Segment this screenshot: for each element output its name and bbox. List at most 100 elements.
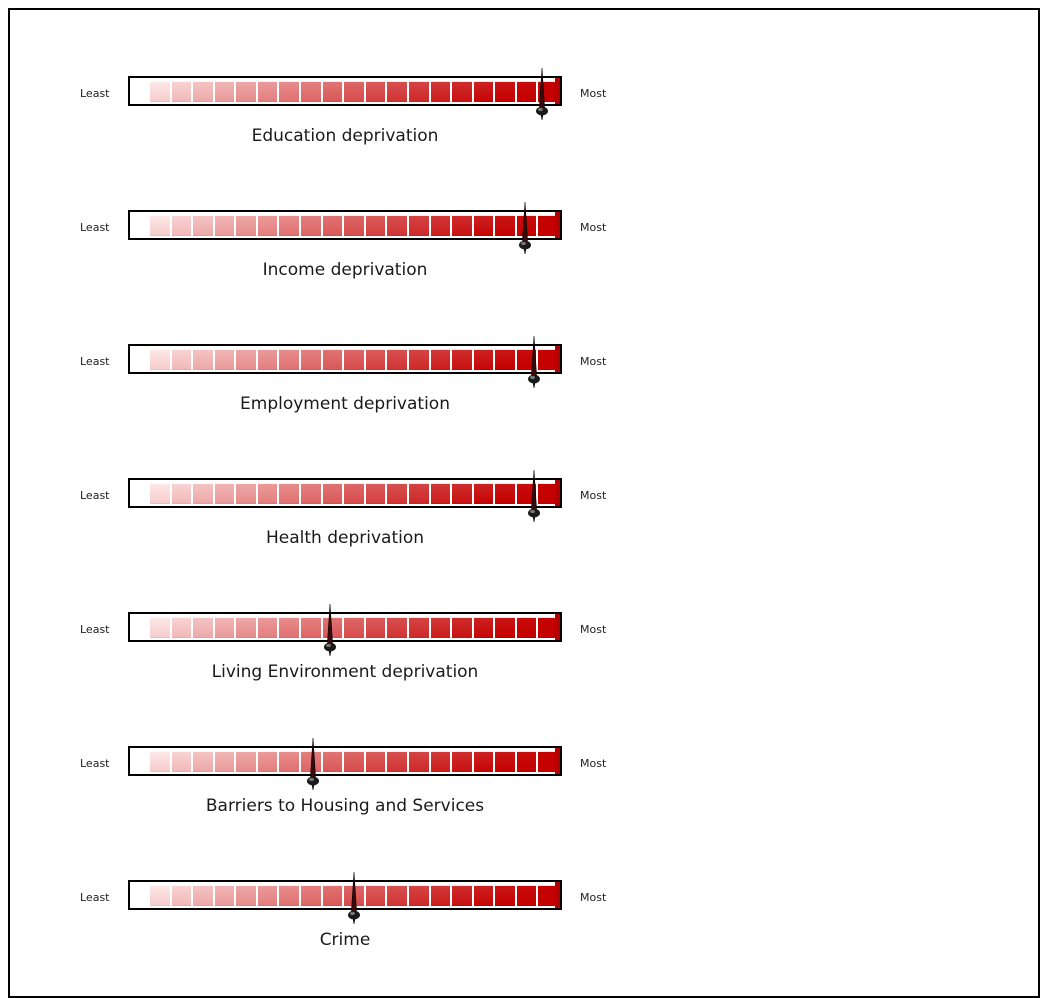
gauge-segment — [344, 215, 364, 236]
gauge-segment — [150, 751, 170, 772]
gauge-segment — [150, 483, 170, 504]
indicator-row: Least Most Living Environment deprivation — [10, 546, 710, 682]
gauge-segment — [301, 81, 321, 102]
most-label: Most — [580, 757, 607, 770]
deprivation-gauge-bar — [128, 344, 562, 374]
gauge-needle-icon — [348, 871, 360, 925]
gauge-segment — [495, 751, 515, 772]
gauge-segment — [387, 349, 407, 370]
gauge-needle-icon — [307, 737, 320, 791]
gauge-segment — [301, 349, 321, 370]
least-label: Least — [80, 87, 110, 100]
gauge-segment — [538, 617, 558, 638]
gauge-segment — [430, 215, 451, 236]
gauge-segment — [408, 215, 429, 236]
gauge-end-cap — [555, 212, 560, 238]
gauge-segment — [495, 349, 515, 370]
most-label: Most — [580, 221, 607, 234]
gauge-segment — [430, 483, 451, 504]
gauge-segment — [495, 483, 515, 504]
gauge-segment — [214, 751, 235, 772]
gauge-segment — [279, 81, 300, 102]
least-label: Least — [80, 623, 110, 636]
gauge-segment — [430, 349, 451, 370]
gauge-segment — [150, 81, 170, 102]
indicator-caption: Crime — [319, 930, 371, 950]
most-label: Most — [580, 623, 607, 636]
gauge-segment — [538, 483, 558, 504]
gauge-segment — [193, 349, 213, 370]
least-label: Least — [80, 221, 110, 234]
gauge-segment — [408, 81, 429, 102]
gauge-needle-icon — [535, 67, 548, 121]
most-label: Most — [580, 355, 607, 368]
gauge-segment — [365, 885, 386, 906]
gauge-segment — [171, 483, 192, 504]
gauge-segment — [365, 483, 386, 504]
least-label: Least — [80, 757, 110, 770]
gauge-segment — [495, 617, 515, 638]
gauge-segment — [408, 751, 429, 772]
least-label: Least — [80, 891, 110, 904]
gauge-segment — [473, 483, 494, 504]
gauge-segment — [257, 617, 278, 638]
gauge-segment — [322, 751, 343, 772]
gauge-segment — [150, 349, 170, 370]
gauge-segment — [387, 751, 407, 772]
gauge-segment — [257, 215, 278, 236]
gauge-segment — [387, 215, 407, 236]
gauge-segment — [365, 349, 386, 370]
gauge-segment — [279, 751, 300, 772]
gauge-segment — [452, 349, 472, 370]
gauge-needle-icon — [527, 335, 540, 389]
gauge-segment — [538, 885, 558, 906]
gauge-segment — [279, 215, 300, 236]
gauge-segment — [387, 885, 407, 906]
indicator-row: Least Most Education deprivation — [10, 10, 710, 146]
gauge-segment — [150, 617, 170, 638]
gauge-needle-icon — [519, 201, 532, 255]
deprivation-gauge-bar — [128, 478, 562, 508]
gauge-segment — [214, 885, 235, 906]
gauge-segment — [495, 81, 515, 102]
gauge-segment — [473, 751, 494, 772]
indicator-caption: Employment deprivation — [240, 394, 450, 414]
indicator-row: Least Most Income deprivation — [10, 144, 710, 280]
gauge-segment — [408, 483, 429, 504]
gauge-segment — [150, 215, 170, 236]
indicator-row: Least Most Crime — [10, 814, 710, 950]
gauge-segment — [430, 617, 451, 638]
gauge-segment — [193, 81, 213, 102]
gauge-segment — [473, 617, 494, 638]
gauge-needle-icon — [323, 603, 336, 657]
gauge-segment — [495, 885, 515, 906]
gauge-segment — [301, 885, 321, 906]
deprivation-gauge-bar — [128, 612, 562, 642]
gauge-segment — [495, 215, 515, 236]
gauge-segment — [452, 751, 472, 772]
gauge-segment — [430, 81, 451, 102]
gauge-segment — [301, 751, 321, 772]
gauge-segment — [193, 215, 213, 236]
gauge-segment — [538, 349, 558, 370]
gauge-segment — [344, 81, 364, 102]
gauge-segment — [365, 81, 386, 102]
gauge-segment — [452, 617, 472, 638]
gauge-segment — [408, 349, 429, 370]
gauge-segment — [236, 215, 256, 236]
most-label: Most — [580, 891, 607, 904]
gauge-segment — [344, 751, 364, 772]
indicator-row: Least Most Health deprivation — [10, 412, 710, 548]
gauge-segment — [193, 483, 213, 504]
least-label: Least — [80, 489, 110, 502]
gauge-segment — [214, 215, 235, 236]
gauge-end-cap — [555, 748, 560, 774]
gauge-segment — [452, 81, 472, 102]
least-label: Least — [80, 355, 110, 368]
indicator-row: Least Most Barriers to Housing and Service… — [10, 680, 710, 816]
gauge-segment — [387, 617, 407, 638]
gauge-segment — [322, 885, 343, 906]
gauge-segment — [279, 885, 300, 906]
gauge-segment — [236, 751, 256, 772]
gauge-segment — [516, 81, 537, 102]
